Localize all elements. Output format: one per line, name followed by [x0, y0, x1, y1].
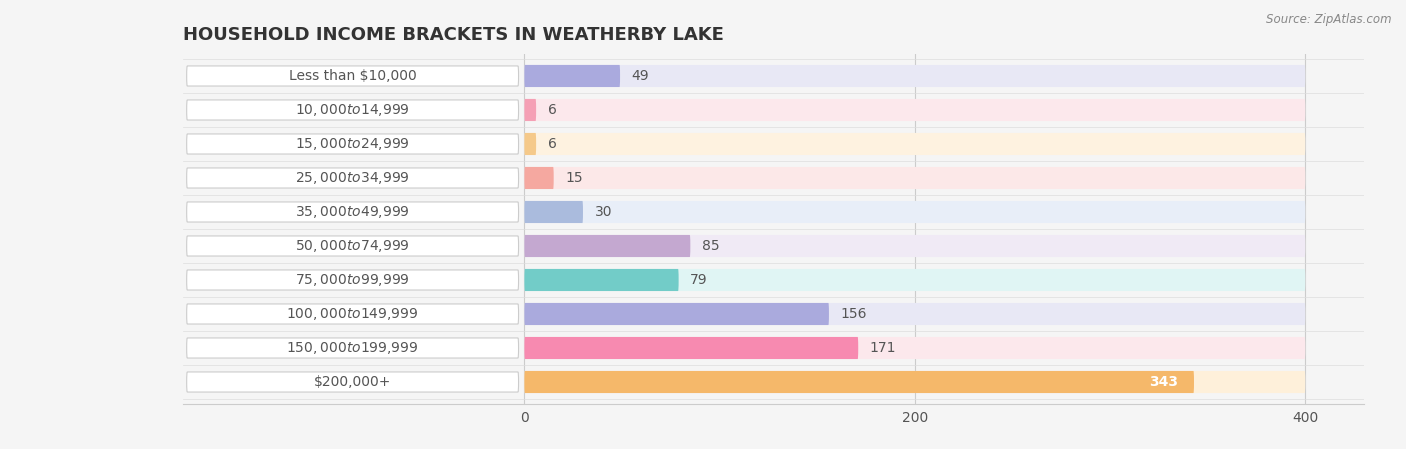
Text: Less than $10,000: Less than $10,000 [288, 69, 416, 83]
FancyBboxPatch shape [524, 133, 1305, 155]
FancyBboxPatch shape [187, 168, 519, 188]
Text: 171: 171 [870, 341, 897, 355]
Text: $15,000 to $24,999: $15,000 to $24,999 [295, 136, 411, 152]
Text: 85: 85 [702, 239, 720, 253]
Text: Source: ZipAtlas.com: Source: ZipAtlas.com [1267, 13, 1392, 26]
FancyBboxPatch shape [524, 371, 1194, 393]
Text: $35,000 to $49,999: $35,000 to $49,999 [295, 204, 411, 220]
FancyBboxPatch shape [187, 66, 519, 86]
FancyBboxPatch shape [524, 201, 1305, 223]
FancyBboxPatch shape [524, 99, 1305, 121]
FancyBboxPatch shape [524, 65, 1305, 87]
Text: $10,000 to $14,999: $10,000 to $14,999 [295, 102, 411, 118]
FancyBboxPatch shape [524, 303, 1305, 325]
FancyBboxPatch shape [524, 235, 1305, 257]
FancyBboxPatch shape [524, 337, 858, 359]
Text: 30: 30 [595, 205, 612, 219]
FancyBboxPatch shape [524, 269, 679, 291]
Text: $200,000+: $200,000+ [314, 375, 391, 389]
FancyBboxPatch shape [187, 100, 519, 120]
FancyBboxPatch shape [524, 99, 536, 121]
FancyBboxPatch shape [187, 338, 519, 358]
FancyBboxPatch shape [187, 372, 519, 392]
Text: 79: 79 [690, 273, 709, 287]
FancyBboxPatch shape [187, 304, 519, 324]
Text: $50,000 to $74,999: $50,000 to $74,999 [295, 238, 411, 254]
FancyBboxPatch shape [187, 270, 519, 290]
Text: 15: 15 [565, 171, 583, 185]
FancyBboxPatch shape [524, 371, 1305, 393]
Text: 343: 343 [1149, 375, 1178, 389]
FancyBboxPatch shape [524, 167, 554, 189]
Text: $150,000 to $199,999: $150,000 to $199,999 [287, 340, 419, 356]
Text: HOUSEHOLD INCOME BRACKETS IN WEATHERBY LAKE: HOUSEHOLD INCOME BRACKETS IN WEATHERBY L… [183, 26, 724, 44]
FancyBboxPatch shape [524, 133, 536, 155]
Text: 6: 6 [548, 137, 557, 151]
FancyBboxPatch shape [187, 236, 519, 256]
FancyBboxPatch shape [524, 65, 620, 87]
FancyBboxPatch shape [524, 303, 830, 325]
Text: $100,000 to $149,999: $100,000 to $149,999 [287, 306, 419, 322]
FancyBboxPatch shape [524, 201, 583, 223]
Text: 49: 49 [631, 69, 650, 83]
Text: 6: 6 [548, 103, 557, 117]
FancyBboxPatch shape [524, 337, 1305, 359]
Text: $75,000 to $99,999: $75,000 to $99,999 [295, 272, 411, 288]
FancyBboxPatch shape [187, 134, 519, 154]
Text: $25,000 to $34,999: $25,000 to $34,999 [295, 170, 411, 186]
FancyBboxPatch shape [524, 269, 1305, 291]
FancyBboxPatch shape [524, 167, 1305, 189]
Text: 156: 156 [841, 307, 868, 321]
FancyBboxPatch shape [524, 235, 690, 257]
FancyBboxPatch shape [187, 202, 519, 222]
